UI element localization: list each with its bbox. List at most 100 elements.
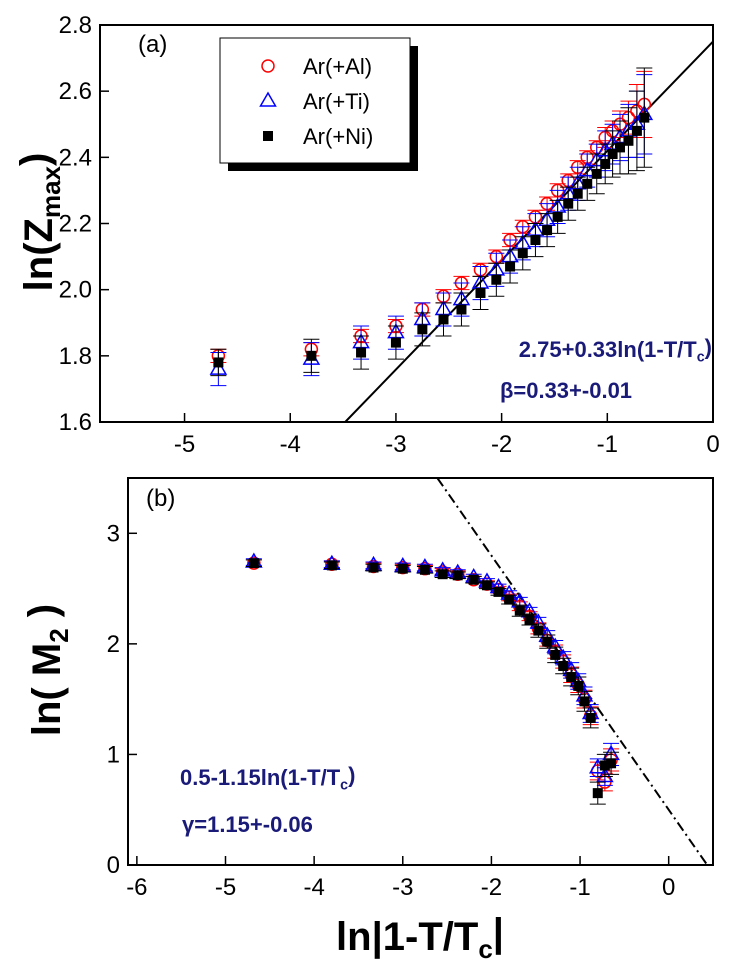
data-point bbox=[599, 760, 610, 771]
data-point bbox=[468, 574, 479, 585]
data-point bbox=[306, 350, 317, 361]
y-axis-label-part: ln(Z bbox=[17, 218, 61, 291]
panel: -6 -5 -4 -3 -2 -1 00123(b)0.5-1.15ln(1-T/Tc)γ=… bbox=[21, 477, 714, 964]
x-tick-label: -4 bbox=[303, 874, 324, 901]
panel: -5 -4 -3 -2 -1 0 1.6 1.8 2.0 2.2 2.4 2.6 2.8 (a) Ar(+A… bbox=[13, 12, 720, 458]
legend-marker bbox=[261, 59, 275, 73]
data-point bbox=[475, 287, 486, 298]
data-point bbox=[600, 158, 611, 169]
y-tick-label: 3 bbox=[107, 520, 120, 547]
x-tick-label: 0 bbox=[662, 874, 675, 901]
data-point bbox=[517, 248, 528, 259]
x-tick-label: -3 bbox=[385, 431, 406, 458]
data-point bbox=[368, 562, 379, 573]
data-point bbox=[456, 304, 467, 315]
legend bbox=[219, 37, 411, 164]
x-axis-label-part: ln|1-T/T bbox=[336, 915, 478, 959]
annotation: 2.75+0.33ln(1-T/Tc) bbox=[519, 335, 712, 366]
x-axis-label: ln|1-T/Tc| bbox=[336, 911, 504, 964]
data-point bbox=[585, 712, 596, 723]
data-point bbox=[550, 649, 561, 660]
data-point bbox=[607, 149, 618, 160]
data-point bbox=[213, 357, 224, 368]
annotation-part: γ=1.15+-0.06 bbox=[182, 812, 313, 837]
data-point bbox=[248, 558, 259, 569]
data-point bbox=[558, 660, 569, 671]
x-tick-label: -6 bbox=[126, 874, 147, 901]
x-tick-label: -5 bbox=[174, 431, 195, 458]
y-axis-label-part: max bbox=[36, 165, 66, 218]
annotation-part: c bbox=[340, 777, 348, 793]
data-point bbox=[563, 198, 574, 209]
data-point bbox=[582, 178, 593, 189]
y-tick-label: 2.8 bbox=[59, 12, 92, 39]
data-point bbox=[524, 614, 535, 625]
y-axis-label-part: ) bbox=[21, 604, 65, 628]
x-tick-label: -5 bbox=[215, 874, 236, 901]
data-point bbox=[606, 758, 617, 769]
x-tick-label: -3 bbox=[392, 874, 413, 901]
y-axis-label: ln( M2 ) bbox=[21, 604, 74, 736]
x-tick-label: -1 bbox=[597, 431, 618, 458]
data-point bbox=[533, 625, 544, 636]
y-axis-label-part: ) bbox=[13, 153, 57, 166]
y-tick-label: 0 bbox=[107, 852, 120, 879]
legend-label: Ar(+Al) bbox=[303, 54, 372, 79]
y-tick-label: 1.6 bbox=[59, 409, 92, 436]
annotation-part: ) bbox=[348, 763, 355, 788]
x-tick-label: -4 bbox=[280, 431, 301, 458]
data-point bbox=[614, 142, 625, 153]
fit-line bbox=[436, 478, 709, 865]
data-point bbox=[452, 570, 463, 581]
data-point bbox=[493, 586, 504, 597]
data-point bbox=[552, 211, 563, 222]
y-axis-label-part: 2 bbox=[44, 628, 74, 642]
data-point bbox=[390, 337, 401, 348]
data-point bbox=[573, 680, 584, 691]
x-axis-label-part: | bbox=[493, 911, 504, 955]
x-tick-label: -2 bbox=[481, 874, 502, 901]
data-point bbox=[419, 564, 430, 575]
data-point bbox=[417, 324, 428, 335]
y-tick-label: 2.2 bbox=[59, 211, 92, 238]
data-point bbox=[505, 261, 516, 272]
y-axis-label-part: ln( M bbox=[25, 643, 69, 736]
y-tick-label: 1.8 bbox=[59, 343, 92, 370]
y-tick-label: 2 bbox=[107, 631, 120, 658]
legend-marker bbox=[263, 131, 273, 141]
annotation: β=0.33+-0.01 bbox=[500, 378, 632, 403]
legend-marker bbox=[259, 91, 277, 107]
data-point bbox=[639, 112, 650, 123]
y-tick-label: 2.6 bbox=[59, 78, 92, 105]
data-point bbox=[542, 636, 553, 647]
annotation-part: c bbox=[697, 349, 705, 365]
data-point bbox=[542, 225, 553, 236]
y-tick-label: 1 bbox=[107, 741, 120, 768]
data-point bbox=[592, 788, 603, 799]
data-point bbox=[572, 188, 583, 199]
data-point bbox=[579, 696, 590, 707]
annotation: γ=1.15+-0.06 bbox=[182, 812, 313, 837]
y-tick-label: 2.4 bbox=[59, 144, 92, 171]
data-point bbox=[504, 594, 515, 605]
annotation-part: β=0.33+-0.01 bbox=[500, 378, 632, 403]
data-point bbox=[438, 314, 449, 325]
data-point bbox=[631, 125, 642, 136]
x-tick-label: -2 bbox=[491, 431, 512, 458]
data-point bbox=[356, 347, 367, 358]
data-point bbox=[530, 235, 541, 246]
x-tick-label: 0 bbox=[706, 431, 719, 458]
panel-label: (b) bbox=[146, 485, 175, 512]
data-point bbox=[514, 605, 525, 616]
y-axis-label: ln(Zmax) bbox=[13, 153, 66, 292]
data-point bbox=[437, 569, 448, 580]
plot-frame bbox=[127, 477, 714, 866]
legend-label: Ar(+Ni) bbox=[303, 124, 373, 149]
data-point bbox=[326, 560, 337, 571]
data-point bbox=[397, 563, 408, 574]
annotation-part: ) bbox=[705, 335, 712, 360]
panel-label: (a) bbox=[138, 31, 167, 58]
data-point bbox=[481, 580, 492, 591]
x-tick-label: -1 bbox=[569, 874, 590, 901]
